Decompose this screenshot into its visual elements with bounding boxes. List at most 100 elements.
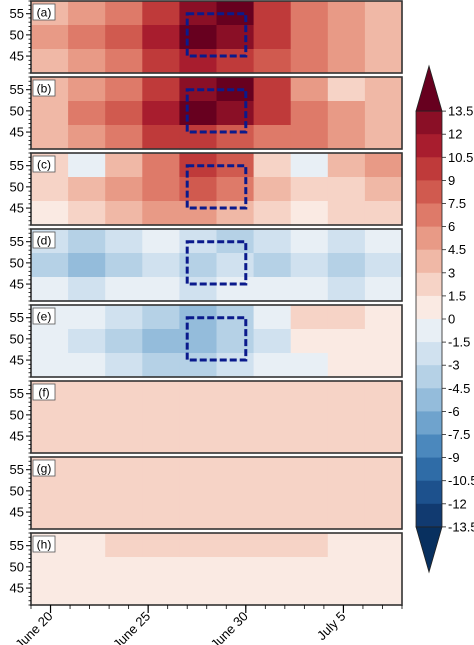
heat-cell	[179, 457, 218, 482]
heat-cell	[327, 77, 366, 102]
heat-cell	[253, 481, 292, 506]
heat-cell	[290, 405, 329, 430]
heat-cell	[216, 25, 255, 50]
panel-label-bg	[32, 79, 56, 97]
y-tick-label: 45	[10, 429, 24, 444]
heat-cell	[31, 329, 69, 354]
heat-cell	[68, 125, 106, 150]
colorbar-label: 3	[448, 265, 455, 280]
panel-frame	[30, 152, 403, 226]
heat-cell	[68, 429, 106, 454]
colorbar-label: 7.5	[448, 196, 466, 211]
colorbar-label: -10.5	[448, 473, 474, 488]
colorbar-segment	[416, 434, 442, 458]
panel-label-box: (b)	[32, 79, 56, 97]
colorbar-segment	[416, 295, 442, 320]
heat-cell	[68, 405, 106, 430]
heat-cell	[105, 429, 143, 454]
heat-cell	[142, 305, 180, 330]
heat-cell	[290, 77, 329, 102]
heat-cell	[31, 201, 69, 226]
heat-cell	[253, 329, 292, 354]
heat-cell	[327, 329, 366, 354]
panel-h: 55 50 45 (h)	[10, 532, 403, 606]
heat-cell	[327, 177, 366, 202]
heat-cell	[327, 201, 366, 226]
colorbar-segment	[416, 272, 442, 297]
heat-cell	[179, 329, 218, 354]
heat-cell	[105, 557, 143, 582]
heat-cell	[105, 101, 143, 126]
heat-cell	[327, 305, 366, 330]
colorbar-label: -9	[448, 450, 460, 465]
y-tick-label: 55	[10, 82, 24, 97]
y-tick-label: 45	[10, 125, 24, 140]
heat-cell	[364, 253, 403, 278]
y-tick-label: 55	[10, 538, 24, 553]
panel-label-box: (f)	[32, 383, 56, 401]
heat-cell	[290, 25, 329, 50]
heat-cell	[364, 581, 403, 606]
panel-label-box: (a)	[32, 3, 56, 21]
heat-cell	[253, 201, 292, 226]
heat-cell	[179, 201, 218, 226]
heat-cell	[290, 581, 329, 606]
colorbar-segment	[416, 111, 442, 135]
heat-cell	[327, 101, 366, 126]
panel-label-box: (e)	[32, 307, 56, 325]
heat-cell	[68, 49, 106, 74]
heat-cell	[364, 153, 403, 178]
heat-cell	[105, 1, 143, 26]
panel-label-bg	[32, 459, 56, 477]
heat-cell	[253, 25, 292, 50]
heat-cell	[253, 533, 292, 558]
colorbar-label: 0	[448, 312, 455, 327]
heat-cell	[253, 381, 292, 406]
colorbar-label: 13.5	[448, 104, 473, 119]
heat-cell	[31, 405, 69, 430]
heat-cell	[31, 177, 69, 202]
panel-label: (c)	[37, 158, 51, 172]
heat-cell	[327, 153, 366, 178]
colorbar-segment	[416, 319, 442, 343]
panels-group: 55 50 45 (a) 55 50 45 (b) 55 50 45 (c) 55 50 45 (d) 55 50…	[10, 0, 403, 606]
panel-label: (e)	[37, 310, 52, 324]
panel-label-bg	[32, 307, 56, 325]
heat-cell	[179, 505, 218, 530]
heat-cell	[364, 125, 403, 150]
heat-cell	[105, 125, 143, 150]
y-tick-label: 50	[10, 103, 24, 118]
heat-cell	[253, 457, 292, 482]
heat-cell	[364, 77, 403, 102]
heat-cell	[105, 177, 143, 202]
heat-cell	[142, 329, 180, 354]
heat-cell	[179, 381, 218, 406]
heat-cell	[179, 101, 218, 126]
panel-label-bg	[32, 3, 56, 21]
y-tick-label: 50	[10, 27, 24, 42]
panel-label-box: (c)	[32, 155, 56, 173]
heat-cell	[290, 557, 329, 582]
colorbar-label: -1.5	[448, 335, 470, 350]
panel-f: 55 50 45 (f)	[10, 380, 403, 454]
y-tick-label: 55	[10, 6, 24, 21]
panel-frame	[30, 76, 403, 150]
heat-cell	[290, 481, 329, 506]
heat-cell	[327, 1, 366, 26]
heat-cell	[364, 481, 403, 506]
heat-cell	[364, 353, 403, 378]
y-tick-label: 45	[10, 277, 24, 292]
heat-cell	[68, 177, 106, 202]
heat-cell	[142, 253, 180, 278]
heat-cell	[364, 429, 403, 454]
heat-cell	[31, 581, 69, 606]
panel-frame	[30, 456, 403, 530]
heat-cell	[364, 177, 403, 202]
panel-frame	[30, 380, 403, 454]
heat-cell	[142, 557, 180, 582]
panel-a: 55 50 45 (a)	[10, 0, 403, 74]
panel-label: (f)	[38, 386, 49, 400]
heat-cell	[31, 481, 69, 506]
heat-cell	[142, 229, 180, 254]
heat-cell	[31, 49, 69, 74]
